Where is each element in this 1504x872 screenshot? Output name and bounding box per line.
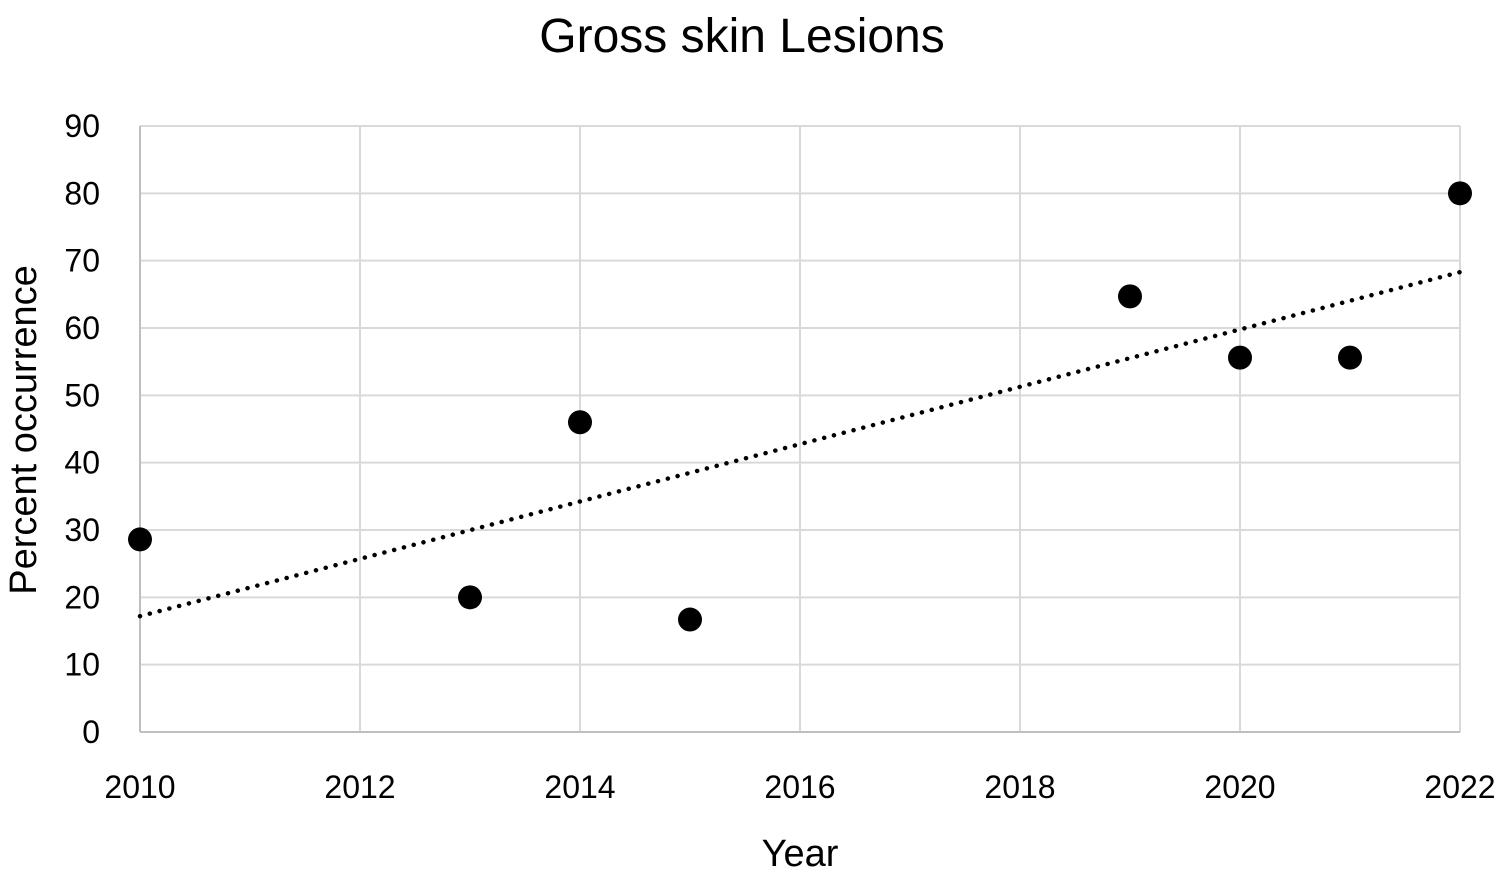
y-tick-label: 0 <box>82 714 100 750</box>
data-points <box>128 181 1472 632</box>
x-tick-label: 2016 <box>764 769 835 805</box>
axes <box>139 126 1460 733</box>
y-axis-title: Percent occurrence <box>3 265 45 595</box>
y-tick-label: 10 <box>64 647 100 683</box>
chart-title: Gross skin Lesions <box>539 10 945 63</box>
x-tick-label: 2012 <box>324 769 395 805</box>
data-point <box>1338 345 1362 370</box>
x-tick-labels: 2010 2012 2014 2016 2018 2020 2022 <box>104 769 1495 805</box>
x-tick-label: 2018 <box>984 769 1055 805</box>
data-point <box>1448 181 1472 206</box>
gridlines <box>140 125 1461 732</box>
x-tick-label: 2020 <box>1204 769 1275 805</box>
x-tick-label: 2014 <box>544 769 615 805</box>
data-point <box>458 585 482 610</box>
y-tick-labels: 0 10 20 30 40 50 60 70 80 90 <box>64 108 100 750</box>
data-point <box>128 527 152 552</box>
x-tick-label: 2022 <box>1424 769 1495 805</box>
y-tick-label: 70 <box>64 243 100 279</box>
y-tick-label: 30 <box>64 512 100 548</box>
y-tick-label: 20 <box>64 579 100 615</box>
data-point <box>1228 345 1252 370</box>
data-point <box>568 410 592 435</box>
data-point <box>1118 284 1142 309</box>
y-tick-label: 60 <box>64 310 100 346</box>
y-tick-label: 90 <box>64 108 100 144</box>
y-tick-label: 80 <box>64 175 100 211</box>
x-axis-title: Year <box>762 833 839 872</box>
y-tick-label: 40 <box>64 445 100 481</box>
x-tick-label: 2010 <box>104 769 175 805</box>
data-point <box>678 607 702 632</box>
y-tick-label: 50 <box>64 377 100 413</box>
